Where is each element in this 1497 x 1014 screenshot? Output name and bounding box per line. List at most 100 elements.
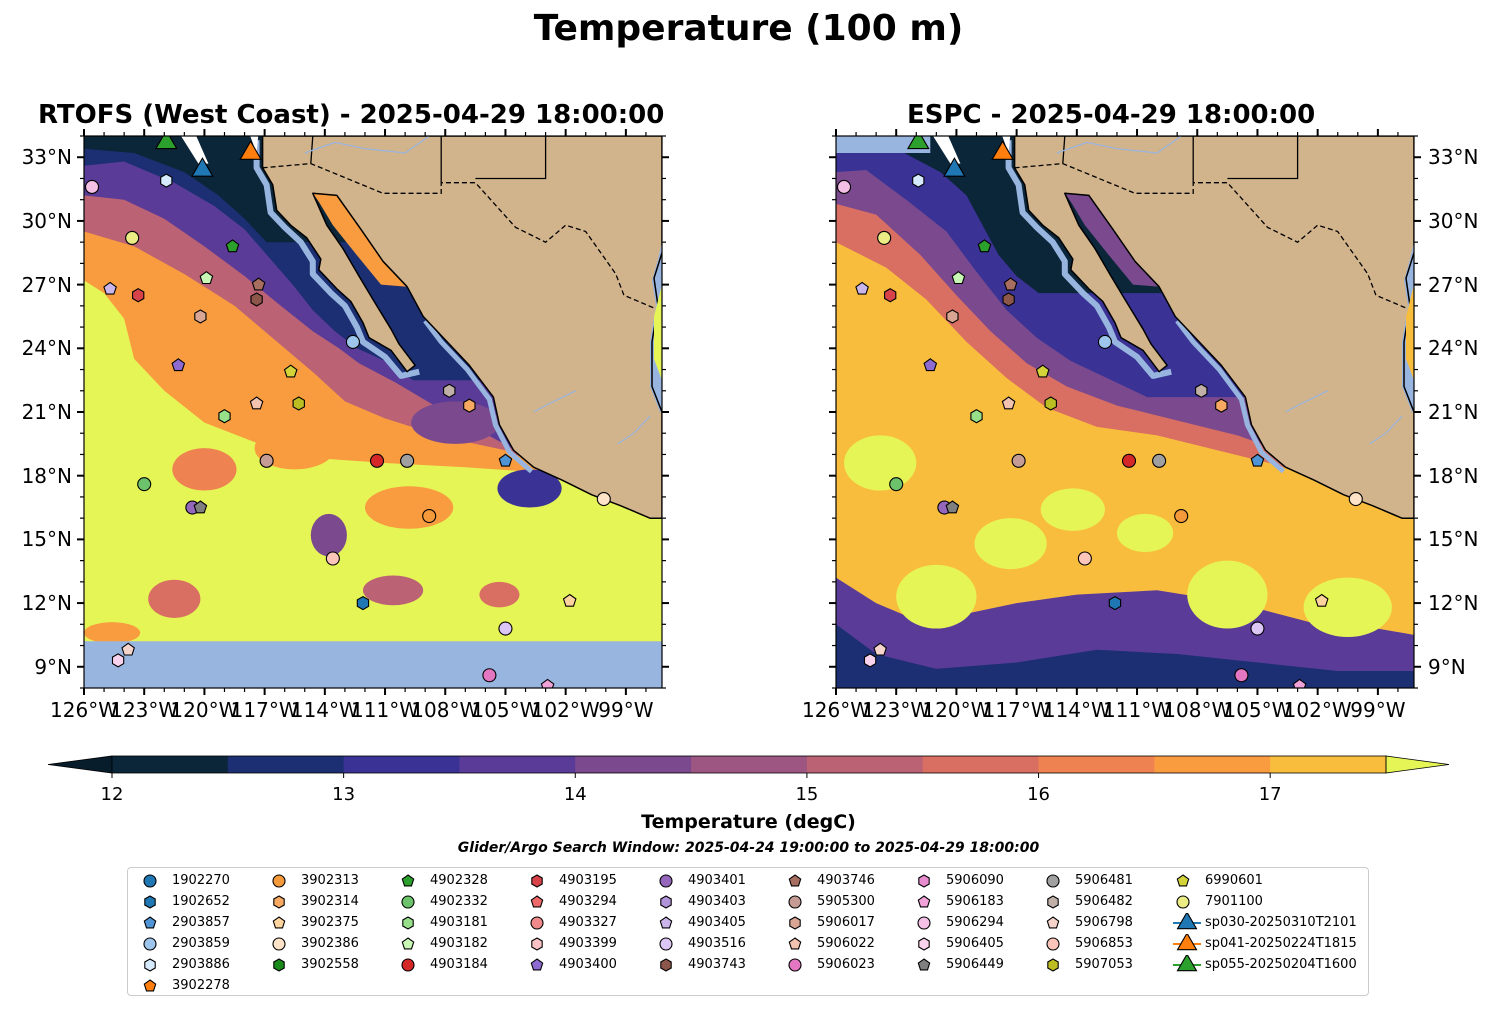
figure-title: Temperature (100 m) bbox=[533, 8, 964, 49]
legend-circle-icon bbox=[530, 916, 544, 930]
legend-label: 4903195 bbox=[559, 873, 617, 888]
left-float-marker-5906294 bbox=[84, 179, 100, 195]
right-float-marker-4903182 bbox=[951, 271, 966, 285]
legend-label: 7901100 bbox=[1205, 894, 1263, 909]
right-x-tick-label: 111°W bbox=[1103, 698, 1171, 722]
right-float-marker-1902652 bbox=[1108, 595, 1122, 611]
left-float-marker-5906405 bbox=[111, 653, 125, 668]
legend-label: sp055-20250204T1600 bbox=[1205, 957, 1357, 972]
right-float-marker-2903857 bbox=[1250, 453, 1265, 467]
right-float-marker-4903746 bbox=[1003, 277, 1018, 291]
right-y-tick-label: 21°N bbox=[1428, 400, 1479, 424]
legend-label: 5906183 bbox=[946, 894, 1004, 909]
left-float-marker-4903743 bbox=[250, 292, 263, 307]
legend-label: 6990601 bbox=[1205, 873, 1263, 888]
legend-hexagon-icon bbox=[660, 895, 672, 909]
right-float-marker-4903294 bbox=[1004, 79, 1016, 91]
colorbar-bin bbox=[1270, 756, 1387, 773]
legend-label: 5906294 bbox=[946, 915, 1004, 930]
legend-label: sp030-20250310T2101 bbox=[1205, 915, 1357, 930]
legend-circle-icon bbox=[401, 958, 415, 972]
right-float-marker-6990601 bbox=[1035, 364, 1050, 378]
left-x-tick-label: 117°W bbox=[230, 698, 299, 722]
left-y-tick-label: 15°N bbox=[21, 527, 72, 552]
legend-label: 3902386 bbox=[301, 936, 359, 951]
legend-label: 4903400 bbox=[559, 957, 617, 972]
right-float-marker-4903399 bbox=[1063, 70, 1074, 83]
left-float-marker-5906798 bbox=[121, 642, 135, 656]
legend-circle-icon bbox=[272, 874, 286, 888]
left-float-marker-3902558 bbox=[247, 87, 258, 100]
legend-hexagon-icon bbox=[273, 958, 285, 972]
legend-hexagon-icon bbox=[144, 895, 156, 909]
legend-label: 5906853 bbox=[1075, 936, 1133, 951]
left-float-marker-5906482 bbox=[443, 383, 456, 398]
legend-glider-triangle-icon bbox=[1176, 955, 1198, 972]
colorbar-bin bbox=[922, 756, 1040, 773]
right-float-marker-5907053 bbox=[1044, 396, 1057, 411]
right-float-marker-5906023 bbox=[1234, 668, 1249, 683]
colorbar-bin bbox=[112, 756, 229, 773]
legend-label: 4903743 bbox=[688, 957, 746, 972]
right-float-marker-4903181 bbox=[970, 409, 983, 424]
right-float-marker-5906449 bbox=[945, 500, 960, 514]
left-y-tick-label: 27°N bbox=[21, 272, 72, 297]
left-float-marker-3902375 bbox=[562, 593, 577, 607]
right-float-marker-5906481 bbox=[1152, 453, 1167, 468]
right-float-marker-2903886 bbox=[912, 173, 925, 188]
legend-label: 3902375 bbox=[301, 915, 359, 930]
legend-pentagon-icon bbox=[401, 874, 415, 887]
legend-label: 4903184 bbox=[430, 957, 488, 972]
legend-label: 1902652 bbox=[172, 894, 230, 909]
right-float-marker-5906853 bbox=[1077, 551, 1092, 566]
left-x-tick-label: 120°W bbox=[170, 698, 239, 722]
legend-label: 2903859 bbox=[172, 936, 230, 951]
left-glider-marker-sp030-20250310T2101 bbox=[191, 157, 214, 177]
left-float-marker-3902313 bbox=[422, 508, 437, 524]
legend-label: 5906798 bbox=[1075, 915, 1133, 930]
legend-label: 5906482 bbox=[1075, 894, 1133, 909]
left-float-marker-4903516 bbox=[498, 621, 513, 636]
left-float-marker-5906023 bbox=[482, 668, 497, 683]
legend-glider-triangle-icon bbox=[1176, 934, 1198, 951]
right-float-marker-3902558 bbox=[999, 87, 1010, 100]
right-x-tick-label: 117°W bbox=[982, 698, 1051, 722]
right-float-marker-1902270 bbox=[974, 98, 987, 111]
colorbar-bin bbox=[1038, 756, 1155, 773]
legend-circle-icon bbox=[1176, 895, 1190, 909]
right-x-tick-label: 108°W bbox=[1163, 698, 1232, 722]
right-glider-marker-sp030-20250310T2101 bbox=[943, 157, 966, 177]
right-float-marker-4903184 bbox=[1121, 453, 1137, 468]
legend-pentagon-icon bbox=[788, 874, 802, 887]
left-float-marker-2903857 bbox=[498, 453, 513, 467]
legend-pentagon-icon bbox=[143, 979, 157, 992]
legend-label: 1902270 bbox=[172, 873, 230, 888]
legend-circle-icon bbox=[272, 937, 286, 951]
right-glider-marker-sp055-20250204T1600 bbox=[906, 136, 930, 150]
legend-pentagon-icon bbox=[917, 895, 931, 908]
right-y-tick-label: 24°N bbox=[1428, 336, 1479, 361]
legend-hexagon-icon bbox=[531, 937, 543, 951]
legend-circle-icon bbox=[143, 937, 157, 951]
legend-glider-triangle-icon bbox=[1176, 913, 1198, 930]
left-float-marker-5906449 bbox=[193, 500, 208, 514]
colorbar-bin bbox=[227, 756, 345, 773]
legend-circle-icon bbox=[659, 874, 673, 888]
legend-hexagon-icon bbox=[918, 937, 930, 951]
legend-hexagon-icon bbox=[531, 874, 543, 888]
left-x-tick-label: 108°W bbox=[411, 698, 480, 722]
legend-label: 2903857 bbox=[172, 915, 230, 930]
right-x-tick-label: 99°W bbox=[1350, 698, 1406, 722]
legend-hexagon-icon bbox=[273, 895, 285, 909]
right-panel-title: ESPC - 2025-04-29 18:00:00 bbox=[907, 100, 1316, 130]
left-float-marker-5906022 bbox=[249, 396, 264, 410]
left-y-tick-label: 21°N bbox=[21, 400, 72, 424]
right-x-tick-label: 105°W bbox=[1223, 698, 1292, 722]
left-float-marker-1902652 bbox=[356, 595, 370, 611]
legend-label: 3902314 bbox=[301, 894, 359, 909]
legend-pentagon-icon bbox=[788, 937, 802, 950]
right-x-tick-label: 120°W bbox=[922, 698, 991, 722]
legend-pentagon-icon bbox=[1046, 916, 1060, 929]
right-x-tick-label: 114°W bbox=[1042, 698, 1111, 722]
legend-label: 5906405 bbox=[946, 936, 1004, 951]
